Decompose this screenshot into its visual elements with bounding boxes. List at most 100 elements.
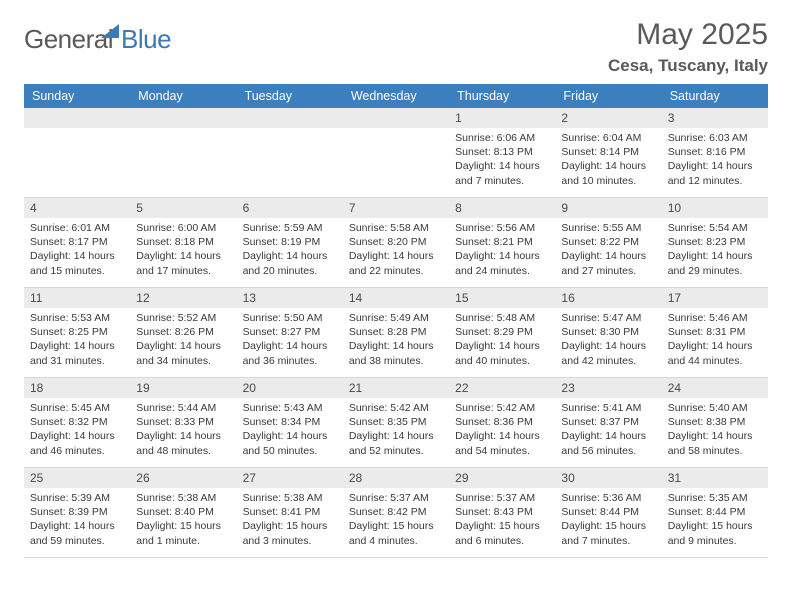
sunrise-text: Sunrise: 6:06 AM: [455, 131, 549, 145]
daylight-text: Daylight: 15 hours and 1 minute.: [136, 519, 230, 547]
daylight-text: Daylight: 14 hours and 7 minutes.: [455, 159, 549, 187]
day-number: 13: [237, 288, 343, 308]
daylight-text: Daylight: 14 hours and 22 minutes.: [349, 249, 443, 277]
day-details: [24, 128, 130, 137]
daylight-text: Daylight: 14 hours and 20 minutes.: [243, 249, 337, 277]
sunrise-text: Sunrise: 5:41 AM: [561, 401, 655, 415]
day-header: Tuesday: [237, 84, 343, 108]
sunset-text: Sunset: 8:31 PM: [668, 325, 762, 339]
daylight-text: Daylight: 15 hours and 3 minutes.: [243, 519, 337, 547]
day-number: 18: [24, 378, 130, 398]
sunset-text: Sunset: 8:29 PM: [455, 325, 549, 339]
calendar-cell: 28Sunrise: 5:37 AMSunset: 8:42 PMDayligh…: [343, 468, 449, 558]
calendar-cell: 15Sunrise: 5:48 AMSunset: 8:29 PMDayligh…: [449, 288, 555, 378]
sunrise-text: Sunrise: 5:56 AM: [455, 221, 549, 235]
daylight-text: Daylight: 14 hours and 27 minutes.: [561, 249, 655, 277]
day-number: [24, 108, 130, 128]
sunrise-text: Sunrise: 5:58 AM: [349, 221, 443, 235]
day-number: 20: [237, 378, 343, 398]
day-number: 3: [662, 108, 768, 128]
calendar-cell: 10Sunrise: 5:54 AMSunset: 8:23 PMDayligh…: [662, 198, 768, 288]
day-header: Thursday: [449, 84, 555, 108]
day-details: Sunrise: 5:50 AMSunset: 8:27 PMDaylight:…: [237, 308, 343, 374]
calendar-cell: 3Sunrise: 6:03 AMSunset: 8:16 PMDaylight…: [662, 108, 768, 198]
calendar-cell: 7Sunrise: 5:58 AMSunset: 8:20 PMDaylight…: [343, 198, 449, 288]
day-number: 5: [130, 198, 236, 218]
calendar-cell: 16Sunrise: 5:47 AMSunset: 8:30 PMDayligh…: [555, 288, 661, 378]
day-details: Sunrise: 5:52 AMSunset: 8:26 PMDaylight:…: [130, 308, 236, 374]
daylight-text: Daylight: 14 hours and 50 minutes.: [243, 429, 337, 457]
day-number: 15: [449, 288, 555, 308]
day-details: Sunrise: 5:45 AMSunset: 8:32 PMDaylight:…: [24, 398, 130, 464]
daylight-text: Daylight: 14 hours and 17 minutes.: [136, 249, 230, 277]
daylight-text: Daylight: 14 hours and 54 minutes.: [455, 429, 549, 457]
day-number: 14: [343, 288, 449, 308]
sunset-text: Sunset: 8:13 PM: [455, 145, 549, 159]
day-details: Sunrise: 5:47 AMSunset: 8:30 PMDaylight:…: [555, 308, 661, 374]
day-details: Sunrise: 5:48 AMSunset: 8:29 PMDaylight:…: [449, 308, 555, 374]
calendar-cell: 23Sunrise: 5:41 AMSunset: 8:37 PMDayligh…: [555, 378, 661, 468]
calendar-cell: 1Sunrise: 6:06 AMSunset: 8:13 PMDaylight…: [449, 108, 555, 198]
sunset-text: Sunset: 8:25 PM: [30, 325, 124, 339]
day-number: 8: [449, 198, 555, 218]
calendar-cell: 25Sunrise: 5:39 AMSunset: 8:39 PMDayligh…: [24, 468, 130, 558]
calendar-cell: 8Sunrise: 5:56 AMSunset: 8:21 PMDaylight…: [449, 198, 555, 288]
day-number: 17: [662, 288, 768, 308]
calendar-cell: 14Sunrise: 5:49 AMSunset: 8:28 PMDayligh…: [343, 288, 449, 378]
sunrise-text: Sunrise: 5:50 AM: [243, 311, 337, 325]
sunset-text: Sunset: 8:32 PM: [30, 415, 124, 429]
day-number: [237, 108, 343, 128]
sunset-text: Sunset: 8:19 PM: [243, 235, 337, 249]
calendar-cell: 13Sunrise: 5:50 AMSunset: 8:27 PMDayligh…: [237, 288, 343, 378]
logo-general: General: [24, 24, 113, 55]
day-details: [130, 128, 236, 137]
sunset-text: Sunset: 8:34 PM: [243, 415, 337, 429]
day-details: Sunrise: 5:59 AMSunset: 8:19 PMDaylight:…: [237, 218, 343, 284]
daylight-text: Daylight: 15 hours and 6 minutes.: [455, 519, 549, 547]
sunset-text: Sunset: 8:41 PM: [243, 505, 337, 519]
day-number: 9: [555, 198, 661, 218]
day-details: Sunrise: 5:54 AMSunset: 8:23 PMDaylight:…: [662, 218, 768, 284]
day-number: 6: [237, 198, 343, 218]
calendar-cell: 2Sunrise: 6:04 AMSunset: 8:14 PMDaylight…: [555, 108, 661, 198]
calendar-cell: 21Sunrise: 5:42 AMSunset: 8:35 PMDayligh…: [343, 378, 449, 468]
sunrise-text: Sunrise: 5:46 AM: [668, 311, 762, 325]
day-details: Sunrise: 6:04 AMSunset: 8:14 PMDaylight:…: [555, 128, 661, 194]
sunset-text: Sunset: 8:42 PM: [349, 505, 443, 519]
day-number: 30: [555, 468, 661, 488]
sunset-text: Sunset: 8:35 PM: [349, 415, 443, 429]
sunrise-text: Sunrise: 5:38 AM: [136, 491, 230, 505]
calendar-cell: [130, 108, 236, 198]
calendar-cell: 6Sunrise: 5:59 AMSunset: 8:19 PMDaylight…: [237, 198, 343, 288]
daylight-text: Daylight: 14 hours and 56 minutes.: [561, 429, 655, 457]
logo: General Blue: [24, 24, 171, 55]
daylight-text: Daylight: 14 hours and 42 minutes.: [561, 339, 655, 367]
day-number: 16: [555, 288, 661, 308]
sunrise-text: Sunrise: 5:55 AM: [561, 221, 655, 235]
sunset-text: Sunset: 8:22 PM: [561, 235, 655, 249]
calendar-cell: 26Sunrise: 5:38 AMSunset: 8:40 PMDayligh…: [130, 468, 236, 558]
daylight-text: Daylight: 14 hours and 36 minutes.: [243, 339, 337, 367]
day-details: Sunrise: 5:37 AMSunset: 8:43 PMDaylight:…: [449, 488, 555, 554]
calendar-header-row: SundayMondayTuesdayWednesdayThursdayFrid…: [24, 84, 768, 108]
sunrise-text: Sunrise: 5:37 AM: [349, 491, 443, 505]
calendar-cell: 27Sunrise: 5:38 AMSunset: 8:41 PMDayligh…: [237, 468, 343, 558]
day-details: Sunrise: 5:44 AMSunset: 8:33 PMDaylight:…: [130, 398, 236, 464]
day-details: [237, 128, 343, 137]
daylight-text: Daylight: 14 hours and 31 minutes.: [30, 339, 124, 367]
day-header: Friday: [555, 84, 661, 108]
sunset-text: Sunset: 8:23 PM: [668, 235, 762, 249]
calendar-cell: 11Sunrise: 5:53 AMSunset: 8:25 PMDayligh…: [24, 288, 130, 378]
day-details: Sunrise: 6:00 AMSunset: 8:18 PMDaylight:…: [130, 218, 236, 284]
sunrise-text: Sunrise: 5:53 AM: [30, 311, 124, 325]
day-number: 4: [24, 198, 130, 218]
day-number: 25: [24, 468, 130, 488]
header: General Blue May 2025 Cesa, Tuscany, Ita…: [24, 18, 768, 76]
day-details: Sunrise: 5:58 AMSunset: 8:20 PMDaylight:…: [343, 218, 449, 284]
day-details: Sunrise: 5:40 AMSunset: 8:38 PMDaylight:…: [662, 398, 768, 464]
calendar-cell: 19Sunrise: 5:44 AMSunset: 8:33 PMDayligh…: [130, 378, 236, 468]
sunrise-text: Sunrise: 5:45 AM: [30, 401, 124, 415]
sunset-text: Sunset: 8:37 PM: [561, 415, 655, 429]
calendar-cell: 30Sunrise: 5:36 AMSunset: 8:44 PMDayligh…: [555, 468, 661, 558]
day-number: 21: [343, 378, 449, 398]
